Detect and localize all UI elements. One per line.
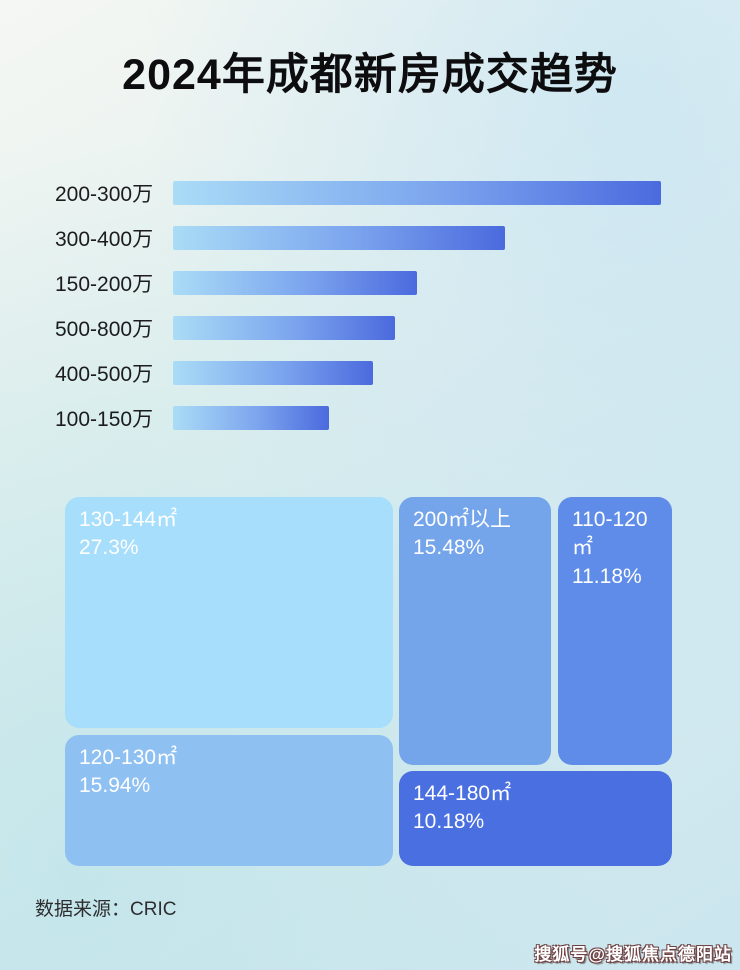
bar-category-label: 150-200万 <box>55 273 154 296</box>
treemap-cell-percent: 15.94% <box>79 774 151 798</box>
bar-fill <box>173 271 417 295</box>
bar-fill <box>173 316 396 340</box>
page-title: 2024年成都新房成交趋势 <box>122 51 618 99</box>
bar-category-label: 500-800万 <box>55 318 154 341</box>
treemap-cell-label: 110-120㎡ <box>572 508 648 560</box>
treemap-cell-label: 130-144㎡ <box>79 508 178 531</box>
bar-category-label: 100-150万 <box>55 408 154 431</box>
price-band-bar-chart: 200-300万 300-400万 150-200万 500-800万 400-… <box>55 181 695 451</box>
bar-fill <box>173 406 330 430</box>
bar-row: 200-300万 <box>55 181 695 206</box>
bar-category-label: 200-300万 <box>55 183 154 206</box>
treemap-cell-130-144: 130-144㎡ 27.3% <box>65 497 393 728</box>
bar-row: 300-400万 <box>55 226 695 251</box>
bar-track <box>173 271 661 295</box>
watermark-text: 搜狐号@搜狐焦点德阳站 <box>534 945 732 964</box>
treemap-cell-percent: 15.48% <box>413 536 485 560</box>
treemap-cell-200-plus: 200㎡以上 15.48% <box>399 497 551 765</box>
bar-category-label: 400-500万 <box>55 363 154 386</box>
bar-track <box>173 226 661 250</box>
treemap-cell-percent: 27.3% <box>79 536 139 560</box>
treemap-cell-label: 120-130㎡ <box>79 746 178 769</box>
bar-fill <box>173 226 505 250</box>
data-source-label: 数据来源：CRIC <box>35 899 177 920</box>
treemap-cell-percent: 11.18% <box>572 564 642 588</box>
bar-fill <box>173 181 661 205</box>
bar-category-label: 300-400万 <box>55 228 154 251</box>
treemap-cell-label: 200㎡以上 <box>413 508 512 531</box>
bar-fill <box>173 361 374 385</box>
bar-row: 400-500万 <box>55 361 695 386</box>
bar-track <box>173 361 661 385</box>
treemap-cell-120-130: 120-130㎡ 15.94% <box>65 735 393 866</box>
treemap-cell-144-180: 144-180㎡ 10.18% <box>399 771 672 866</box>
bar-track <box>173 316 661 340</box>
bar-row: 500-800万 <box>55 316 695 341</box>
bar-row: 100-150万 <box>55 406 695 431</box>
bar-row: 150-200万 <box>55 271 695 296</box>
treemap-cell-110-120: 110-120㎡ 11.18% <box>558 497 672 765</box>
bar-track <box>173 181 661 205</box>
area-band-treemap: 130-144㎡ 27.3% 120-130㎡ 15.94% 200㎡以上 15… <box>65 497 672 866</box>
treemap-cell-percent: 10.18% <box>413 810 485 834</box>
bar-track <box>173 406 661 430</box>
treemap-cell-label: 144-180㎡ <box>413 782 512 805</box>
